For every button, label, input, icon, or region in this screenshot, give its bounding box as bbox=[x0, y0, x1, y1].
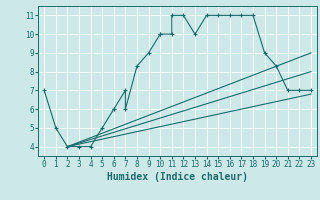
X-axis label: Humidex (Indice chaleur): Humidex (Indice chaleur) bbox=[107, 172, 248, 182]
